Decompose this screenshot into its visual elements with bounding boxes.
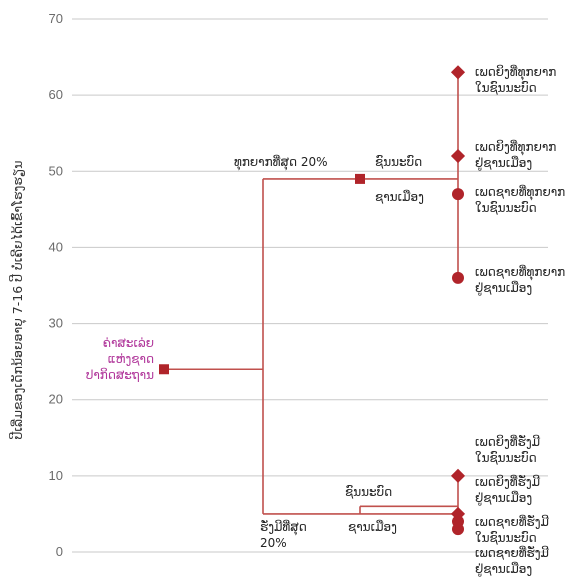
root-label-line: ປາກິດສະຖານ <box>86 367 154 382</box>
leaf-label-line: ເພດຍິງທີ່ທຸກຍາກ <box>475 139 556 156</box>
leaf-label-line: ເພດຊາຍທີ່ຮັ່ງມີ <box>475 545 549 560</box>
leaf-label-line: ຢູ່ຊານເມືອງ <box>475 561 532 577</box>
leaf-label-line: ເພດຍິງທີ່ທຸກຍາກ <box>475 64 556 81</box>
leaf-label: ເພດຍິງທີ່ທຸກຍາກຢູ່ຊານເມືອງ <box>475 139 556 171</box>
leaf-label: ເພດຊາຍທີ່ຮັ່ງມີໃນຊົນນະບົດ <box>475 514 549 545</box>
leaf-label-line: ຢູ່ຊານເມືອງ <box>475 280 532 296</box>
poorest-urban-label-line: ຊານເມືອງ <box>375 189 424 204</box>
poorest-label-line: ທຸກຍາກທີ່ສຸດ 20% <box>234 154 328 171</box>
root-marker <box>159 364 169 375</box>
y-tick-label: 20 <box>49 392 63 407</box>
link-layer <box>164 72 459 530</box>
y-tick-label: 10 <box>49 468 63 483</box>
poorest-marker <box>355 173 365 184</box>
leaf-label: ເພດຍິງທີ່ຮັ່ງມີໃນຊົນນະບົດ <box>475 434 540 465</box>
leaf-label: ເພດຍິງທີ່ທຸກຍາກໃນຊົນນະບົດ <box>475 64 556 95</box>
poorest-label: ທຸກຍາກທີ່ສຸດ 20% <box>234 154 328 171</box>
leaf-marker <box>452 523 464 536</box>
leaf-label-line: ເພດຊາຍທີ່ທຸກຍາກ <box>475 264 565 281</box>
leaf-label-line: ເພດຊາຍທີ່ທຸກຍາກ <box>475 184 565 201</box>
y-tick-label: 40 <box>49 239 63 254</box>
richest-label-line: ຮັ່ງມີທີ່ສຸດ <box>260 519 307 536</box>
y-axis-label: ປີເລີ່ມຂອງເດັກນ້ອຍອາຍຸ 7-16 ປີ ບໍ່ເຄີຍໄດ… <box>9 161 27 440</box>
leaf-label-line: ເພດຍິງທີ່ຮັ່ງມີ <box>475 474 540 489</box>
richest-rural-label-line: ຊົນນະບົດ <box>345 485 392 499</box>
root-label-line: ຄ່າສະເລ່ຍ <box>103 336 154 350</box>
poorest-rural-label-line: ຊົນນະບົດ <box>375 155 422 169</box>
leaf-marker <box>452 188 464 201</box>
leaf-label: ເພດຊາຍທີ່ທຸກຍາກຢູ່ຊານເມືອງ <box>475 264 565 296</box>
leaf-marker <box>452 271 464 284</box>
root-label: ຄ່າສະເລ່ຍແຫ່ງຊາດປາກິດສະຖານ <box>86 336 154 382</box>
leaf-label: ເພດຊາຍທີ່ທຸກຍາກໃນຊົນນະບົດ <box>475 184 565 215</box>
richest-rural-label: ຊົນນະບົດ <box>345 485 392 499</box>
marker-layer <box>159 65 466 536</box>
leaf-label-line: ໃນຊົນນະບົດ <box>475 451 537 465</box>
y-tick-label: 70 <box>49 11 63 26</box>
leaf-label: ເພດຊາຍທີ່ຮັ່ງມີຢູ່ຊານເມືອງ <box>475 545 549 577</box>
y-tick-label: 50 <box>49 163 63 178</box>
richest-label-line: 20% <box>260 536 287 550</box>
leaf-marker <box>450 468 466 483</box>
leaf-label-line: ເພດຍິງທີ່ຮັ່ງມີ <box>475 434 540 449</box>
richest-label: ຮັ່ງມີທີ່ສຸດ 20% <box>260 519 307 550</box>
poorest-rural-label: ຊົນນະບົດ <box>375 155 422 169</box>
root-label-line: ແຫ່ງຊາດ <box>108 352 154 366</box>
label-layer: ຄ່າສະເລ່ຍແຫ່ງຊາດປາກິດສະຖານ ທຸກຍາກທີ່ສຸດ 2… <box>86 64 565 577</box>
y-tick-label: 60 <box>49 87 63 102</box>
leaf-label-line: ໃນຊົນນະບົດ <box>475 81 537 95</box>
leaf-marker <box>450 148 466 164</box>
leaf-label-line: ໃນຊົນນະບົດ <box>475 531 537 545</box>
leaf-label-line: ໃນຊົນນະບົດ <box>475 201 537 215</box>
leaf-label: ເພດຍິງທີ່ຮັ່ງມີຢູ່ຊານເມືອງ <box>475 474 540 506</box>
y-tick-label: 0 <box>56 544 63 559</box>
grid-layer: 0 10 20 30 40 50 60 70 <box>49 11 548 559</box>
y-tick-label: 30 <box>49 316 63 331</box>
leaf-label-line: ຢູ່ຊານເມືອງ <box>475 490 532 506</box>
leaf-label-line: ຢູ່ຊານເມືອງ <box>475 155 532 171</box>
leaf-label-line: ເພດຊາຍທີ່ຮັ່ງມີ <box>475 514 549 529</box>
leaf-marker <box>450 65 466 80</box>
poorest-urban-label: ຊານເມືອງ <box>375 189 424 204</box>
richest-urban-label: ຊານເມືອງ <box>348 519 397 534</box>
richest-urban-label-line: ຊານເມືອງ <box>348 519 397 534</box>
